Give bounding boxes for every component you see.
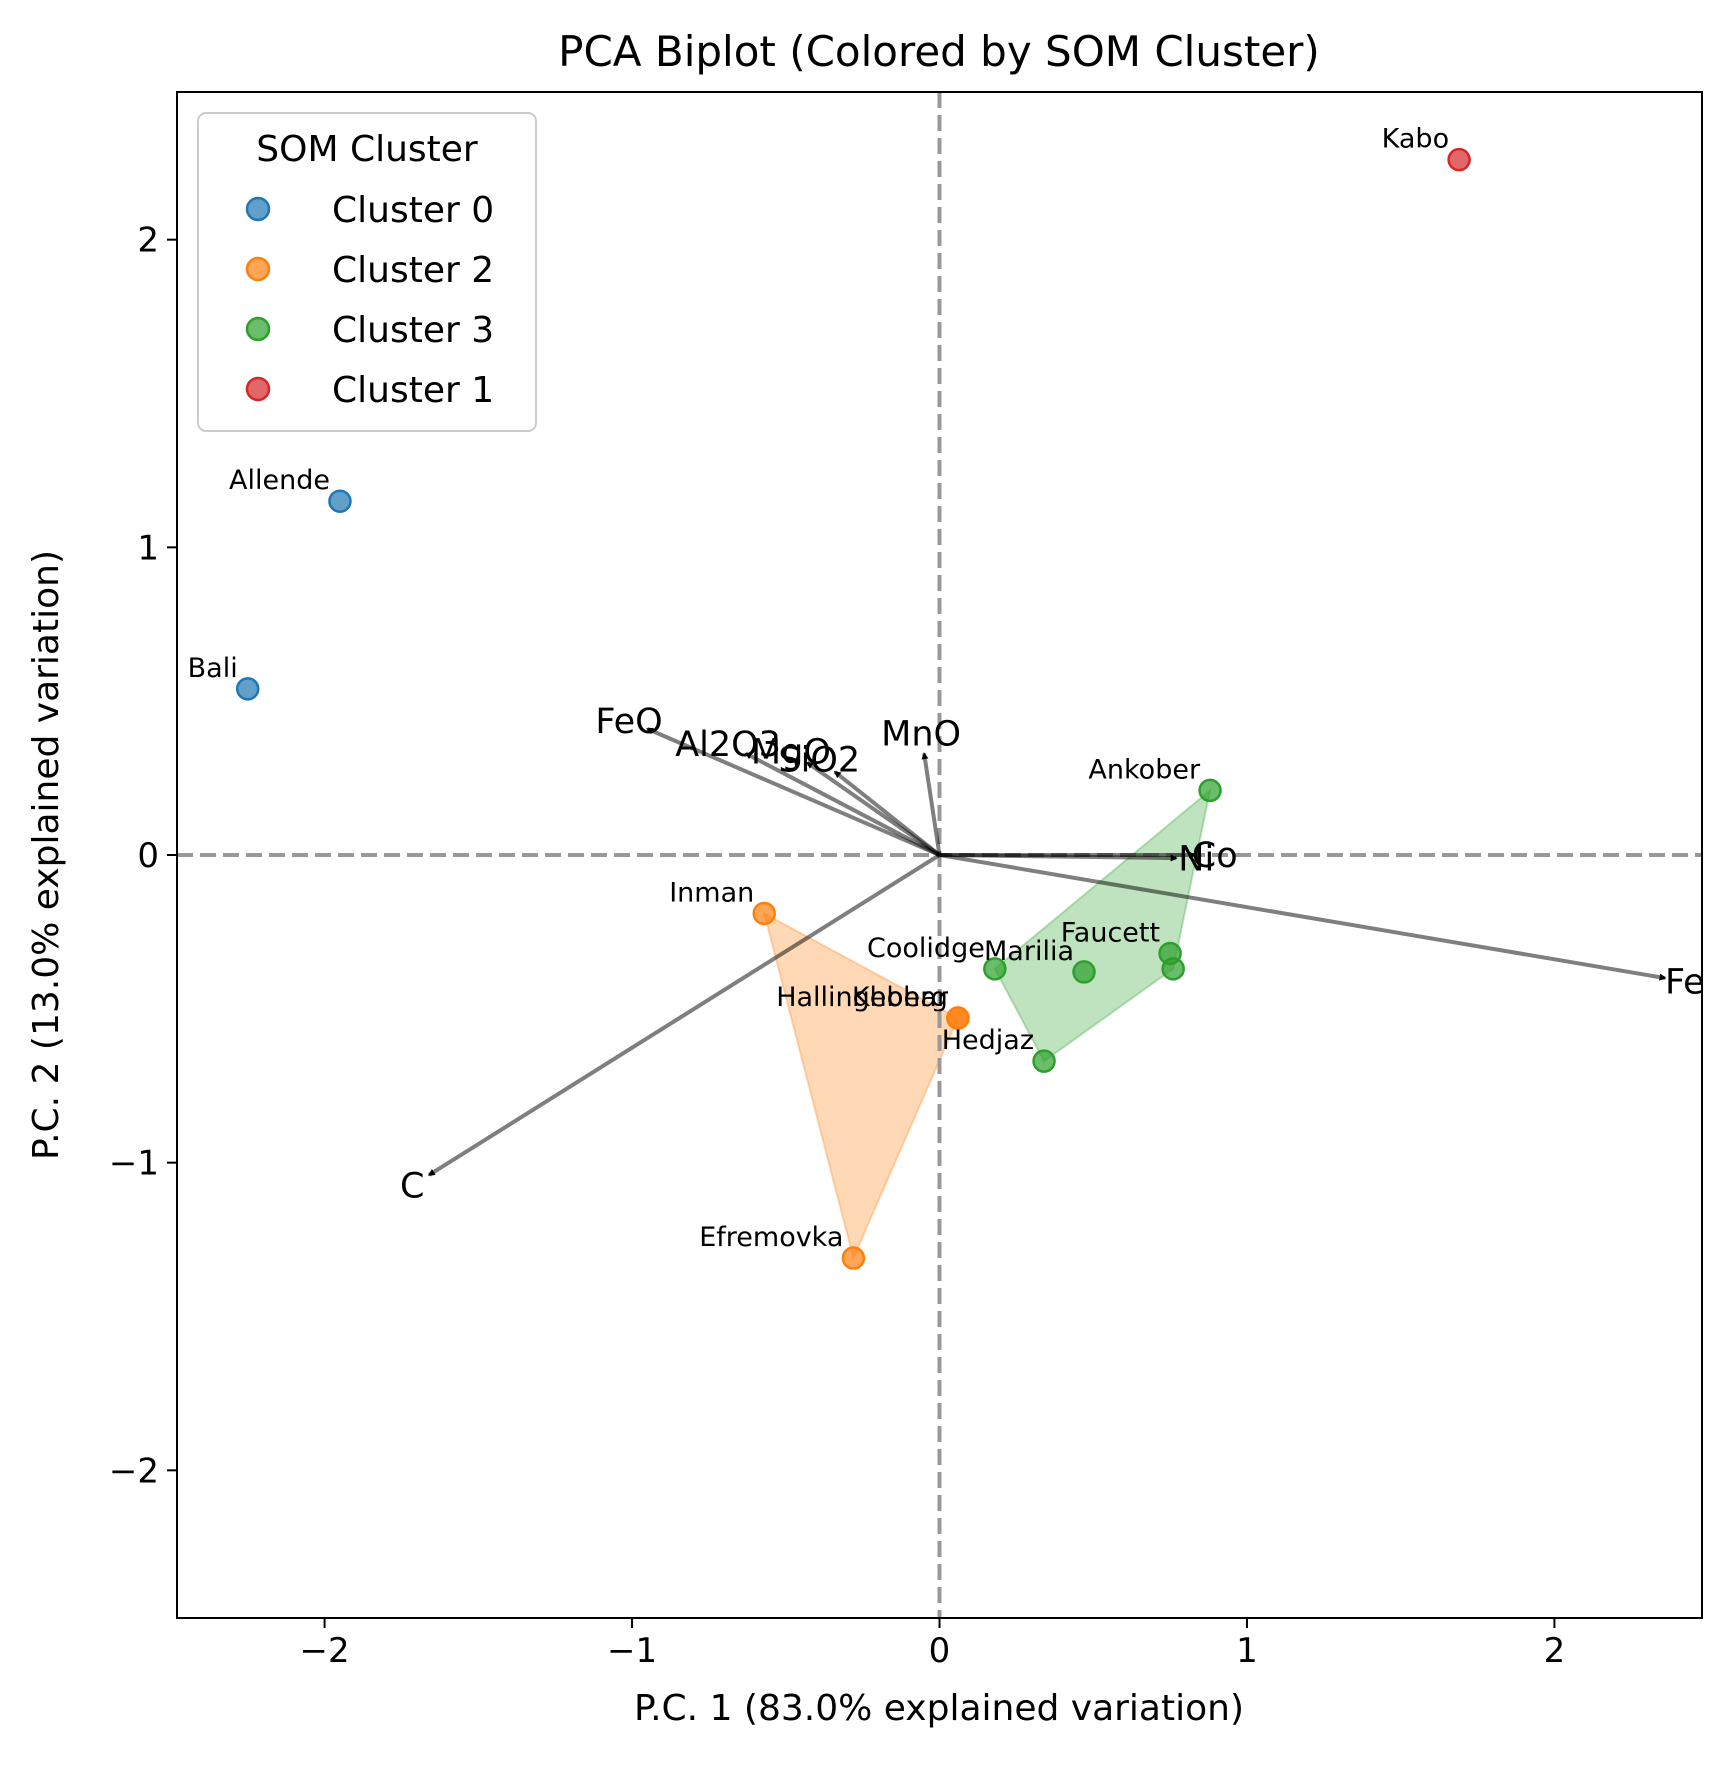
point-khohar: [946, 1006, 970, 1030]
loading-arrow-al2o3: [744, 751, 941, 857]
legend-marker-cluster-0: [245, 196, 271, 222]
legend-marker-cluster-1: [245, 376, 271, 402]
point-label-marilia: Marilia: [984, 936, 1074, 967]
x-axis-title: P.C. 1 (83.0% explained variation): [634, 1688, 1244, 1729]
loading-arrow-fe: [939, 853, 1667, 981]
loading-label-c: C: [400, 1167, 424, 1207]
point-label-ankober: Ankober: [1088, 754, 1201, 785]
legend-label-cluster-2: Cluster 2: [332, 250, 494, 291]
legend-marker-cluster-2: [245, 256, 271, 282]
point-label-hedjaz: Hedjaz: [942, 1025, 1034, 1056]
point-label-faucett: Faucett: [1061, 917, 1160, 948]
legend-marker-cluster-3: [245, 316, 271, 342]
loading-label-al2o3: Al2O3: [675, 725, 781, 765]
point-hedjaz: [1032, 1049, 1056, 1073]
loading-label-mgo: MgO: [751, 732, 831, 772]
legend-label-cluster-1: Cluster 1: [332, 370, 494, 411]
legend-frame: [197, 112, 537, 432]
loading-label-co: Co: [1192, 836, 1238, 876]
point-label-inman: Inman: [669, 877, 754, 908]
legend-label-cluster-0: Cluster 0: [332, 190, 494, 231]
loading-arrow-c: [427, 853, 941, 1177]
y-tick-label: −1: [109, 1144, 159, 1184]
point-label-khohar: Khohar: [852, 982, 949, 1013]
legend-title: SOM Cluster: [256, 129, 478, 170]
y-tick-label: 1: [137, 528, 159, 568]
point-label-coolidge: Coolidge: [867, 933, 985, 964]
x-tick-label: −1: [607, 1631, 657, 1671]
loading-label-fe: Fe: [1665, 962, 1705, 1002]
point-allende: [328, 489, 352, 513]
point-inman: [752, 901, 776, 926]
chart-title: PCA Biplot (Colored by SOM Cluster): [558, 27, 1320, 76]
legend-entries: Cluster 0 Cluster 2 Cluster 3 Cluster 1: [245, 190, 494, 411]
point-ankober: [1198, 778, 1222, 803]
point-label-allende: Allende: [229, 465, 330, 496]
point-efremovka: [841, 1246, 866, 1270]
loading-label-ni: Ni: [1178, 839, 1214, 879]
loading-label-sio2: SiO2: [778, 740, 860, 780]
point-label-efremovka: Efremovka: [699, 1222, 843, 1253]
point-label-kabo: Kabo: [1382, 124, 1449, 155]
x-tick-label: 0: [929, 1631, 951, 1671]
data-points: [235, 147, 1471, 1270]
legend-label-cluster-3: Cluster 3: [332, 310, 494, 351]
point-label-hallingeberg: Hallingeberg: [776, 982, 948, 1013]
loading-label-mno: MnO: [881, 715, 961, 755]
x-axis-ticks: −2 −1 0 1 2: [300, 1618, 1566, 1671]
y-axis-ticks: −2 −1 0 1 2: [109, 221, 177, 1491]
loading-arrow-feo: [646, 727, 941, 857]
loading-arrow-mno: [921, 752, 942, 856]
point-coolidge: [983, 957, 1007, 981]
y-axis-title: P.C. 2 (13.0% explained variation): [26, 550, 67, 1160]
x-tick-label: 1: [1236, 1631, 1258, 1671]
point-marilia: [1072, 960, 1096, 984]
point-label-bali: Bali: [188, 653, 238, 684]
point-bali: [235, 677, 260, 701]
hull-cluster-2: [762, 911, 960, 1262]
x-tick-label: 2: [1544, 1631, 1566, 1671]
point-cluster-3-4: [1161, 957, 1185, 981]
y-tick-label: 0: [137, 836, 159, 876]
y-tick-label: −2: [109, 1451, 159, 1491]
point-kabo: [1447, 147, 1471, 172]
loading-arrow-sio2: [833, 770, 941, 857]
loading-label-feo: FeO: [595, 702, 662, 742]
y-tick-label: 2: [137, 221, 159, 261]
x-tick-label: −2: [300, 1631, 350, 1671]
